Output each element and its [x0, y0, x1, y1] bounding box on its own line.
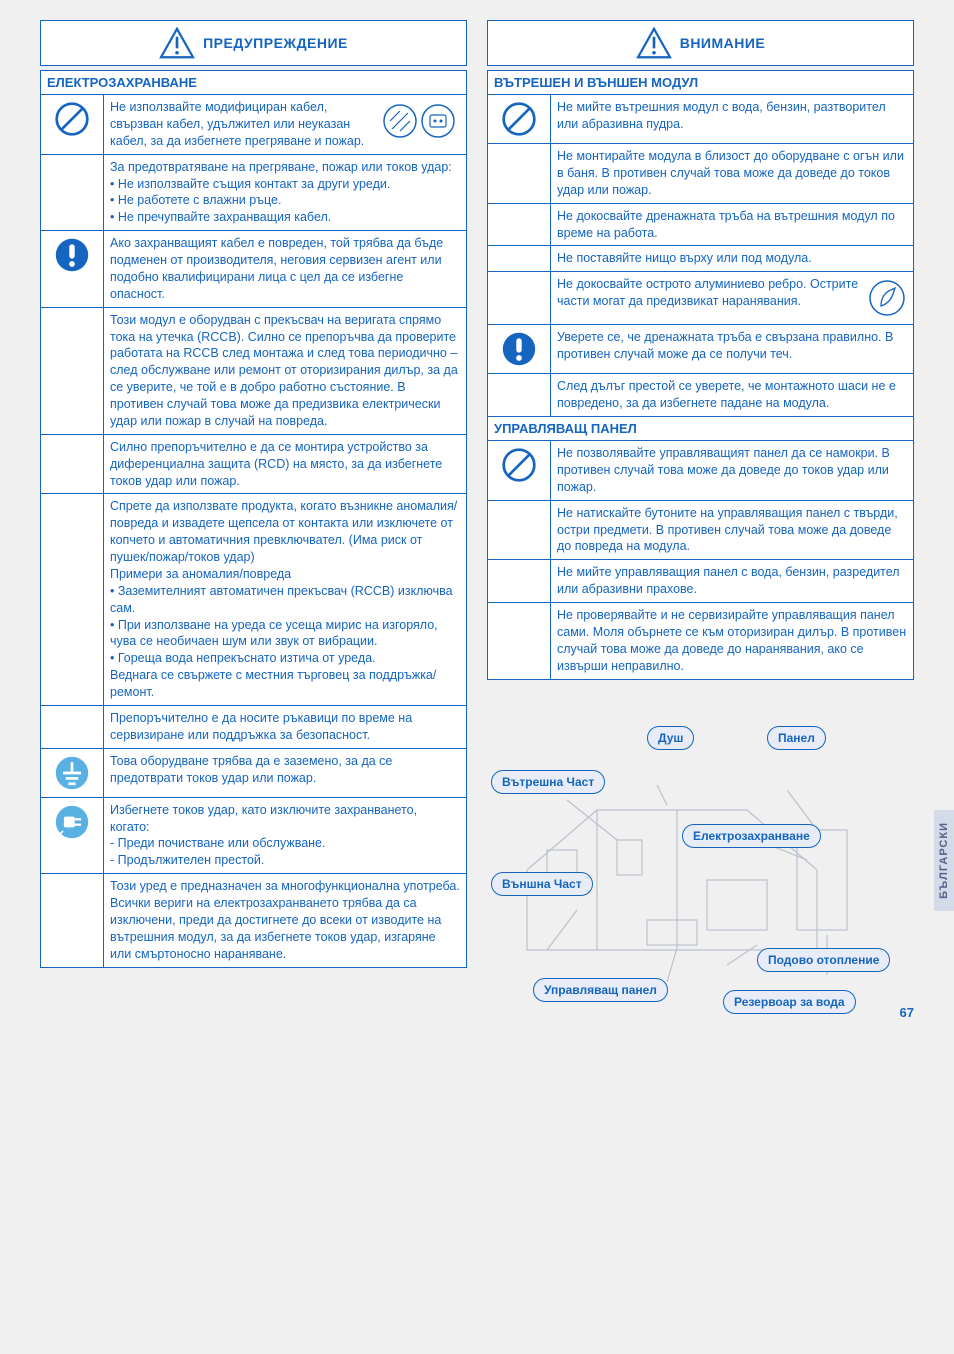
ground-icon	[41, 749, 103, 797]
no-icon	[488, 95, 550, 143]
right-rows-1: Не мийте вътрешния модул с вода, бензин,…	[487, 94, 914, 417]
table-row: Силно препоръчително е да се монтира уст…	[40, 434, 467, 494]
empty-cell	[41, 494, 103, 705]
table-row: Този уред е предназначен за многофункцио…	[40, 873, 467, 967]
empty-cell	[41, 435, 103, 494]
cell-text: Не докосвайте дренажната тръба на вътреш…	[550, 204, 913, 246]
table-row: Ако захранващият кабел е повреден, той т…	[40, 230, 467, 307]
caution-title-right: ВНИМАНИЕ	[680, 35, 766, 51]
table-row: Уверете се, че дренажната тръба е свърза…	[487, 324, 914, 373]
cell-text: За предотвратяване на прегряване, пожар …	[103, 155, 466, 231]
empty-cell	[41, 308, 103, 434]
table-row: Избегнете токов удар, като изключите зах…	[40, 797, 467, 874]
pill-inner: Вътрешна Част	[491, 770, 605, 794]
empty-cell	[41, 874, 103, 966]
no-icon	[41, 95, 103, 154]
warning-header-left: ПРЕДУПРЕЖДЕНИЕ	[40, 20, 467, 66]
table-row: Не позволявайте управляващият панел да с…	[487, 440, 914, 500]
inline-illustration-icon	[867, 278, 907, 318]
no-icon	[488, 441, 550, 500]
table-row: Препоръчително е да носите ръкавици по в…	[40, 705, 467, 748]
language-tab: БЪЛГАРСКИ	[934, 810, 954, 911]
cell-text: Не проверявайте и не сервизирайте управл…	[550, 603, 913, 679]
cell-text: Този уред е предназначен за многофункцио…	[103, 874, 466, 966]
right-rows-2: Не позволявайте управляващият панел да с…	[487, 440, 914, 680]
cell-text: Ако захранващият кабел е повреден, той т…	[103, 231, 466, 307]
table-row: Не поставяйте нищо върху или под модула.	[487, 245, 914, 271]
warning-title-left: ПРЕДУПРЕЖДЕНИЕ	[203, 35, 348, 51]
cell-text: Уверете се, че дренажната тръба е свърза…	[550, 325, 913, 373]
cell-text: Препоръчително е да носите ръкавици по в…	[103, 706, 466, 748]
cell-text: След дълъг престой се уверете, че монтаж…	[550, 374, 913, 416]
cell-text: Спрете да използвате продукта, когато въ…	[103, 494, 466, 705]
pill-floor: Подово отопление	[757, 948, 890, 972]
table-row: Този модул е оборудван с прекъсвач на ве…	[40, 307, 467, 434]
table-row: Не мийте управляващия панел с вода, бенз…	[487, 559, 914, 602]
table-row: Не докосвайте острото алуминиево ребро. …	[487, 271, 914, 324]
empty-cell	[488, 204, 550, 246]
table-row: Не монтирайте модула в близост до оборуд…	[487, 143, 914, 203]
bang-icon	[41, 231, 103, 307]
left-rows: Не използвайте модифициран кабел, свързв…	[40, 94, 467, 968]
cell-text: Не мийте вътрешния модул с вода, бензин,…	[550, 95, 913, 143]
table-row: Не използвайте модифициран кабел, свързв…	[40, 94, 467, 154]
cell-text: Силно препоръчително е да се монтира уст…	[103, 435, 466, 494]
section-unit: ВЪТРЕШЕН И ВЪНШЕН МОДУЛ	[487, 70, 914, 94]
pill-panel: Панел	[767, 726, 826, 750]
table-row: След дълъг престой се уверете, че монтаж…	[487, 373, 914, 417]
warning-triangle-icon	[159, 27, 195, 59]
cell-text: Не мийте управляващия панел с вода, бенз…	[550, 560, 913, 602]
pill-outer: Външна Част	[491, 872, 593, 896]
empty-cell	[488, 501, 550, 560]
empty-cell	[41, 706, 103, 748]
left-column: ПРЕДУПРЕЖДЕНИЕ ЕЛЕКТРОЗАХРАНВАНЕ Не изпо…	[40, 20, 467, 1010]
section-power: ЕЛЕКТРОЗАХРАНВАНЕ	[40, 70, 467, 94]
table-row: Това оборудване трябва да е заземено, за…	[40, 748, 467, 797]
table-row: За предотвратяване на прегряване, пожар …	[40, 154, 467, 231]
pill-tank: Резервоар за вода	[723, 990, 856, 1014]
table-row: Не натискайте бутоните на управляващия п…	[487, 500, 914, 560]
table-row: Не мийте вътрешния модул с вода, бензин,…	[487, 94, 914, 143]
system-diagram: Вътрешна Част Душ Панел Електрозахранван…	[487, 720, 914, 1010]
empty-cell	[488, 272, 550, 324]
cell-text: Не докосвайте острото алуминиево ребро. …	[550, 272, 913, 324]
empty-cell	[488, 603, 550, 679]
section-panel: УПРАВЛЯВАЩ ПАНЕЛ	[487, 417, 914, 440]
inline-illustration-icon	[380, 101, 460, 141]
table-row: Не проверявайте и не сервизирайте управл…	[487, 602, 914, 680]
pill-ctrl: Управляващ панел	[533, 978, 668, 1002]
cell-text: Избегнете токов удар, като изключите зах…	[103, 798, 466, 874]
empty-cell	[488, 144, 550, 203]
warning-header-right: ВНИМАНИЕ	[487, 20, 914, 66]
cell-text: Това оборудване трябва да е заземено, за…	[103, 749, 466, 797]
cell-text: Не поставяйте нищо върху или под модула.	[550, 246, 913, 271]
cell-text: Не монтирайте модула в близост до оборуд…	[550, 144, 913, 203]
empty-cell	[488, 246, 550, 271]
empty-cell	[41, 155, 103, 231]
cell-text: Не използвайте модифициран кабел, свързв…	[103, 95, 466, 154]
table-row: Спрете да използвате продукта, когато въ…	[40, 493, 467, 705]
empty-cell	[488, 374, 550, 416]
cell-text: Този модул е оборудван с прекъсвач на ве…	[103, 308, 466, 434]
pill-power: Електрозахранване	[682, 824, 821, 848]
caution-triangle-icon	[636, 27, 672, 59]
page-number: 67	[900, 1005, 914, 1020]
bang-icon	[488, 325, 550, 373]
cell-text: Не натискайте бутоните на управляващия п…	[550, 501, 913, 560]
right-column: ВНИМАНИЕ ВЪТРЕШЕН И ВЪНШЕН МОДУЛ Не мийт…	[487, 20, 914, 1010]
empty-cell	[488, 560, 550, 602]
unplug-icon	[41, 798, 103, 874]
pill-shower: Душ	[647, 726, 694, 750]
two-column-layout: ПРЕДУПРЕЖДЕНИЕ ЕЛЕКТРОЗАХРАНВАНЕ Не изпо…	[40, 20, 914, 1010]
cell-text: Не позволявайте управляващият панел да с…	[550, 441, 913, 500]
table-row: Не докосвайте дренажната тръба на вътреш…	[487, 203, 914, 246]
